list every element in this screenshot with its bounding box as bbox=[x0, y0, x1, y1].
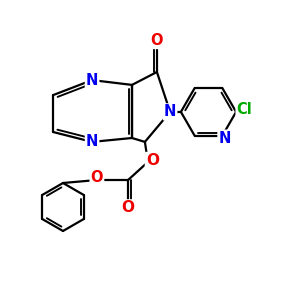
Text: Cl: Cl bbox=[237, 102, 252, 117]
Text: O: O bbox=[151, 33, 163, 48]
Text: N: N bbox=[86, 134, 98, 149]
Text: N: N bbox=[86, 73, 98, 88]
Text: N: N bbox=[218, 131, 231, 146]
Text: O: O bbox=[122, 200, 135, 215]
Text: N: N bbox=[164, 104, 176, 119]
Text: O: O bbox=[91, 170, 103, 185]
Text: O: O bbox=[146, 153, 159, 168]
